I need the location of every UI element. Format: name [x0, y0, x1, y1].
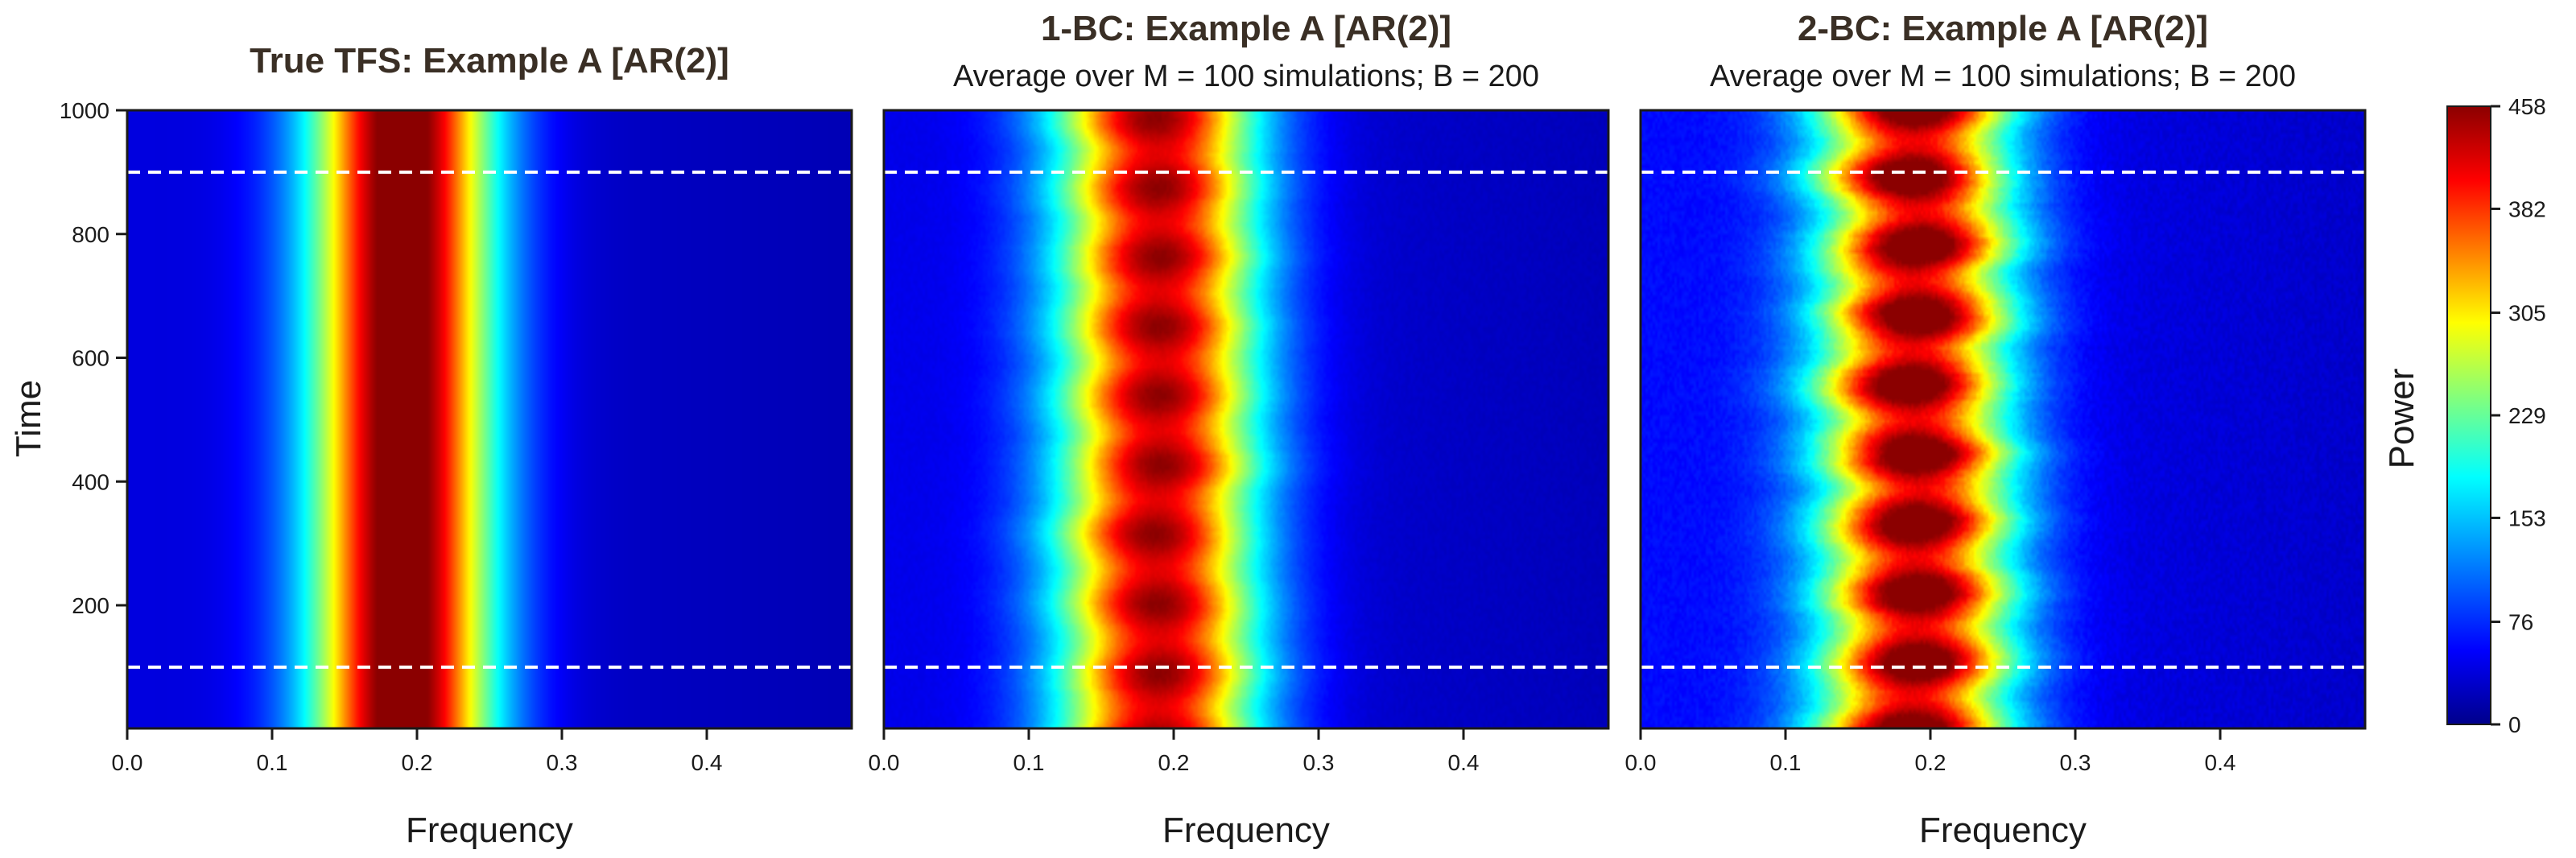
panel-frame — [126, 109, 853, 730]
x-tick-label: 0.4 — [1448, 750, 1480, 775]
heatmap-image — [127, 110, 852, 728]
x-axis-label: Frequency — [1919, 811, 2087, 850]
colorbar-tick-label: 76 — [2508, 610, 2533, 635]
y-axis-label: Time — [9, 380, 48, 457]
x-tick-label: 0.3 — [1303, 750, 1335, 775]
x-tick-label: 0.1 — [1770, 750, 1802, 775]
colorbar-gradient — [2446, 105, 2491, 725]
x-tick-label: 0.0 — [869, 750, 900, 775]
x-tick-label: 0.1 — [257, 750, 288, 775]
colorbar-tick-label: 229 — [2508, 403, 2546, 428]
colorbar-tick-label: 305 — [2508, 301, 2546, 326]
x-tick-label: 0.0 — [1625, 750, 1657, 775]
panel-frame — [882, 109, 1610, 730]
x-tick-label: 0.4 — [691, 750, 723, 775]
heatmap-panels: 0.0 0.1 0.2 0.3 0.4 Frequency True TFS: Exampl… — [60, 9, 2367, 850]
x-tick-label: 0.2 — [402, 750, 433, 775]
colorbar-tick-label: 458 — [2508, 94, 2546, 119]
heatmap-image — [1641, 110, 2365, 728]
heatmap-image — [884, 110, 1608, 728]
y-tick-label: 800 — [72, 222, 109, 247]
x-tick-label: 0.2 — [1158, 750, 1190, 775]
colorbar-label: Power — [2382, 369, 2421, 469]
y-tick-label: 400 — [72, 469, 109, 494]
panel-subtitle: Average over M = 100 simulations; B = 20… — [953, 60, 1539, 93]
x-tick-label: 0.3 — [2060, 750, 2091, 775]
x-tick-label: 0.1 — [1013, 750, 1045, 775]
panel-title: True TFS: Example A [AR(2)] — [250, 41, 729, 80]
panel-frame — [1639, 109, 2367, 730]
panel-subtitle: Average over M = 100 simulations; B = 20… — [1710, 60, 2296, 93]
x-axis-label: Frequency — [406, 811, 573, 850]
colorbar: 0 76 153 229 305 382 458 Power — [2382, 94, 2546, 737]
y-tick-label: 600 — [72, 346, 109, 371]
heatmap-panel-2: 0.0 0.1 0.2 0.3 0.4 Frequency 1-BC: Example A … — [869, 9, 1610, 850]
x-tick-label: 0.0 — [112, 750, 143, 775]
heatmap-panel-3: 0.0 0.1 0.2 0.3 0.4 Frequency 2-BC: Example A … — [1625, 9, 2367, 850]
y-tick-label: 1000 — [60, 98, 109, 123]
colorbar-tick-label: 382 — [2508, 196, 2546, 221]
x-tick-label: 0.2 — [1915, 750, 1946, 775]
y-tick-label: 200 — [72, 593, 109, 618]
colorbar-tick-label: 0 — [2508, 712, 2521, 737]
x-tick-label: 0.4 — [2205, 750, 2236, 775]
colorbar-tick-label: 153 — [2508, 505, 2546, 530]
colorbar-ticks: 0 76 153 229 305 382 458 — [2491, 94, 2546, 737]
panel-title: 2-BC: Example A [AR(2)] — [1798, 9, 2208, 48]
x-axis-label: Frequency — [1162, 811, 1330, 850]
heatmap-panel-1: 0.0 0.1 0.2 0.3 0.4 Frequency True TFS: Exampl… — [60, 41, 853, 850]
panel-title: 1-BC: Example A [AR(2)] — [1041, 9, 1451, 48]
x-tick-label: 0.3 — [547, 750, 578, 775]
